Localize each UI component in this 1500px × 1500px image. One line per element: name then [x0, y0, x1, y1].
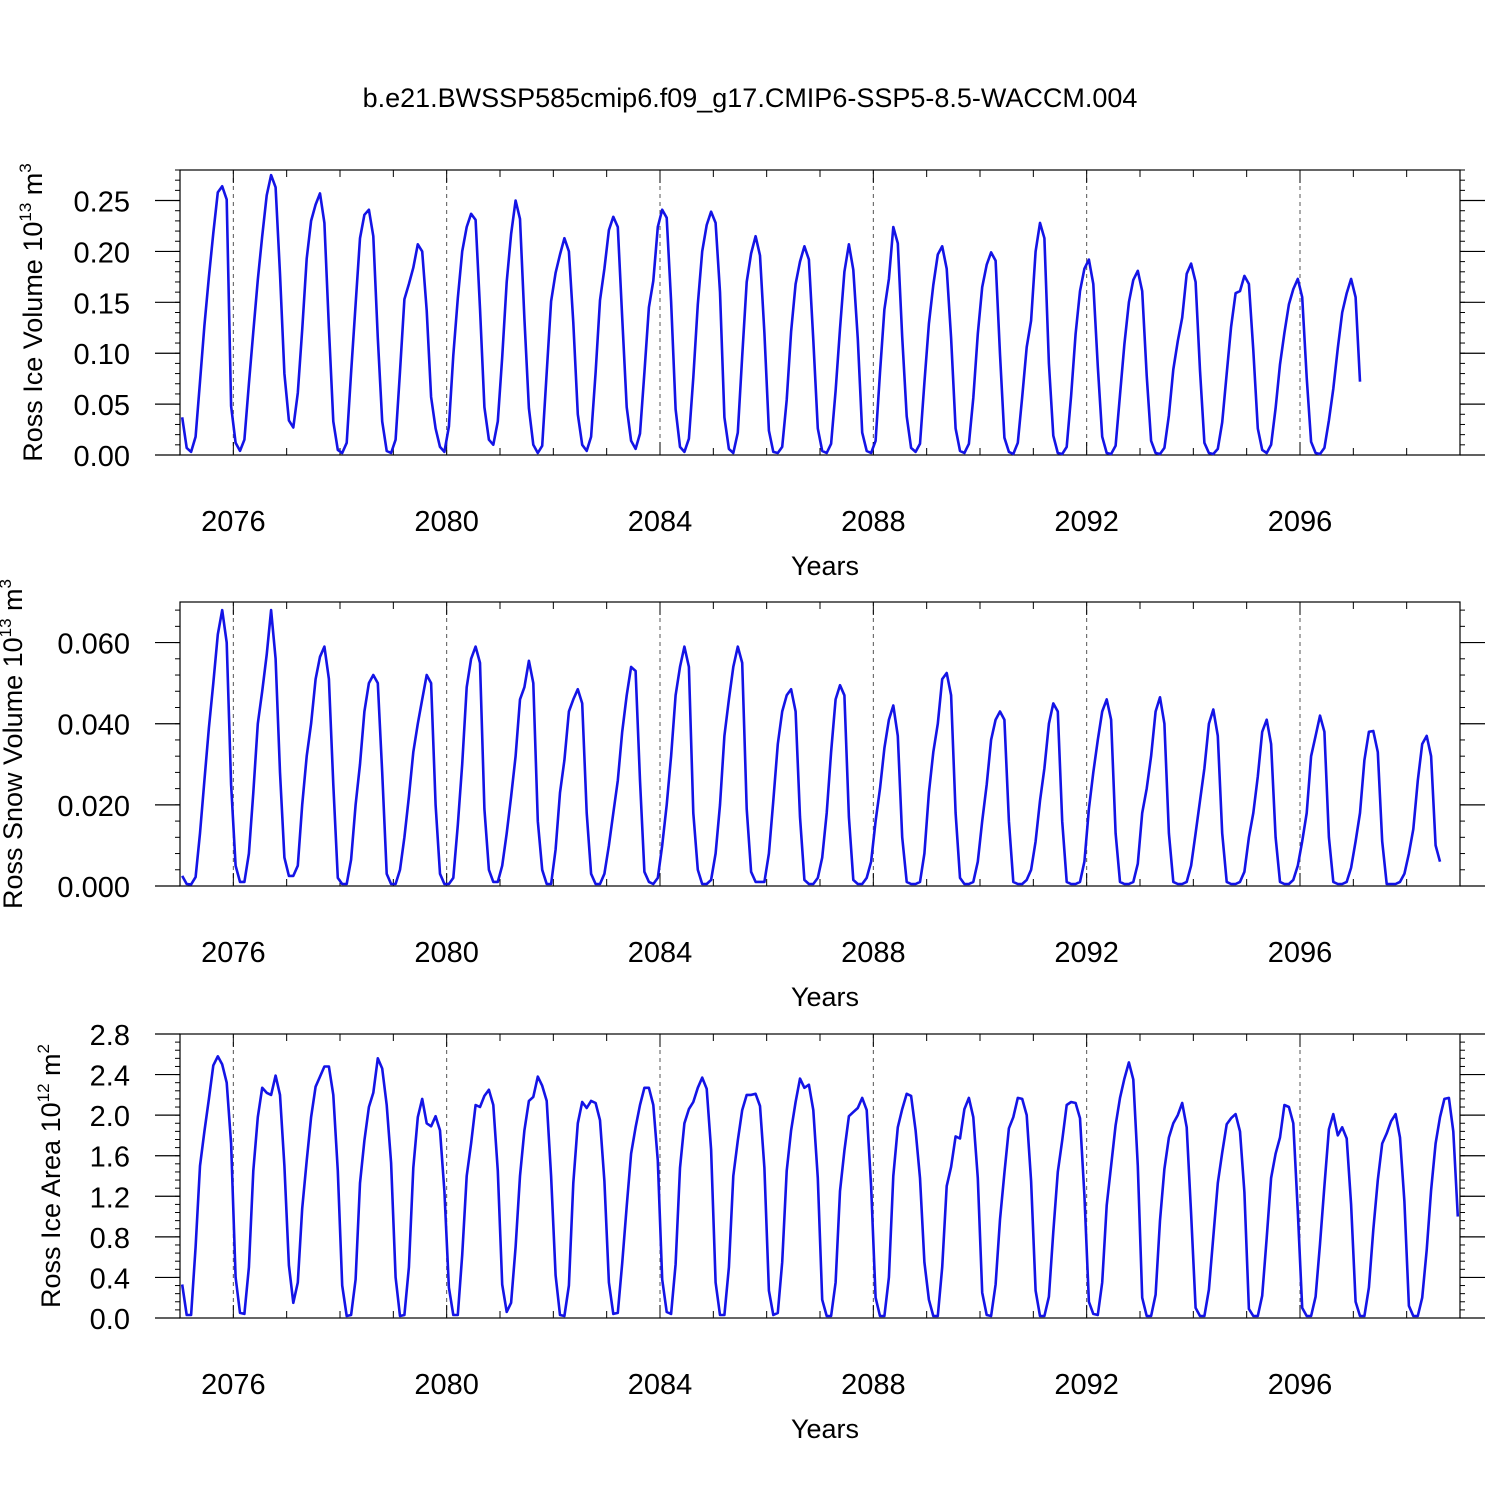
x-tick-label: 2088 — [841, 1369, 906, 1401]
x-axis-label: Years — [791, 982, 859, 1012]
x-tick-label: 2088 — [841, 937, 906, 969]
series-line — [180, 173, 1362, 456]
series-line — [181, 608, 1442, 886]
y-tick-label: 0.060 — [57, 629, 130, 661]
y-tick-label: 0.4 — [90, 1263, 130, 1295]
x-tick-label: 2088 — [841, 506, 906, 538]
x-tick-label: 2084 — [628, 506, 693, 538]
y-tick-label: 0.05 — [74, 390, 130, 422]
chart-panel-1: 2076 2080 2084 2088 2092 2096 0.00 0.05 0.10 0.15… — [16, 163, 1485, 581]
y-tick-label: 1.2 — [90, 1182, 130, 1214]
x-tick-label: 2096 — [1268, 937, 1333, 969]
chart-panel-3: 2076 2080 2084 2088 2092 2096 0.0 0.4 0.8 1.2 1.6 2… — [34, 1020, 1485, 1444]
x-tick-label: 2092 — [1054, 506, 1119, 538]
series-line — [180, 1055, 1460, 1318]
y-tick-label: 2.8 — [90, 1020, 130, 1052]
y-tick-label: 0.20 — [74, 237, 130, 269]
x-axis-label: Years — [791, 1414, 859, 1444]
x-axis-label: Years — [791, 551, 859, 581]
y-tick-label: 0.10 — [74, 339, 130, 371]
y-axis-label: Ross Ice Area 1012 m2 — [34, 1044, 66, 1308]
chart-panel-2: 2076 2080 2084 2088 2092 2096 0.000 0.020 0.040 0… — [0, 579, 1485, 1012]
y-tick-label: 0.00 — [74, 441, 130, 473]
x-tick-label: 2084 — [628, 937, 693, 969]
y-tick-label: 0.040 — [57, 710, 130, 742]
plot-frame — [179, 601, 1461, 887]
y-tick-label: 0.8 — [90, 1223, 130, 1255]
x-tick-label: 2080 — [414, 506, 479, 538]
y-tick-label: 0.15 — [74, 288, 130, 320]
y-axis-label: Ross Ice Volume 1013 m3 — [16, 163, 48, 462]
panels: 2076 2080 2084 2088 2092 2096 0.00 0.05 0.10 0.15… — [0, 163, 1485, 1444]
x-tick-label: 2076 — [201, 506, 266, 538]
x-tick-label: 2092 — [1054, 1369, 1119, 1401]
x-tick-label: 2076 — [201, 937, 266, 969]
y-tick-label: 2.4 — [90, 1061, 130, 1093]
x-tick-label: 2096 — [1268, 506, 1333, 538]
y-tick-label: 0.000 — [57, 872, 130, 904]
figure-title: b.e21.BWSSP585cmip6.f09_g17.CMIP6-SSP5-8… — [363, 83, 1138, 113]
y-tick-label: 1.6 — [90, 1142, 130, 1174]
plot-frame — [179, 1033, 1461, 1319]
y-tick-label: 0.020 — [57, 791, 130, 823]
plot-frame — [179, 169, 1461, 456]
x-tick-label: 2076 — [201, 1369, 266, 1401]
y-tick-label: 0.25 — [74, 187, 130, 219]
x-tick-label: 2084 — [628, 1369, 693, 1401]
y-tick-label: 0.0 — [90, 1304, 130, 1336]
x-tick-label: 2080 — [414, 937, 479, 969]
x-tick-label: 2080 — [414, 1369, 479, 1401]
x-tick-label: 2096 — [1268, 1369, 1333, 1401]
y-axis-label: Ross Snow Volume 1013 m3 — [0, 579, 28, 909]
x-tick-label: 2092 — [1054, 937, 1119, 969]
y-tick-label: 2.0 — [90, 1101, 130, 1133]
